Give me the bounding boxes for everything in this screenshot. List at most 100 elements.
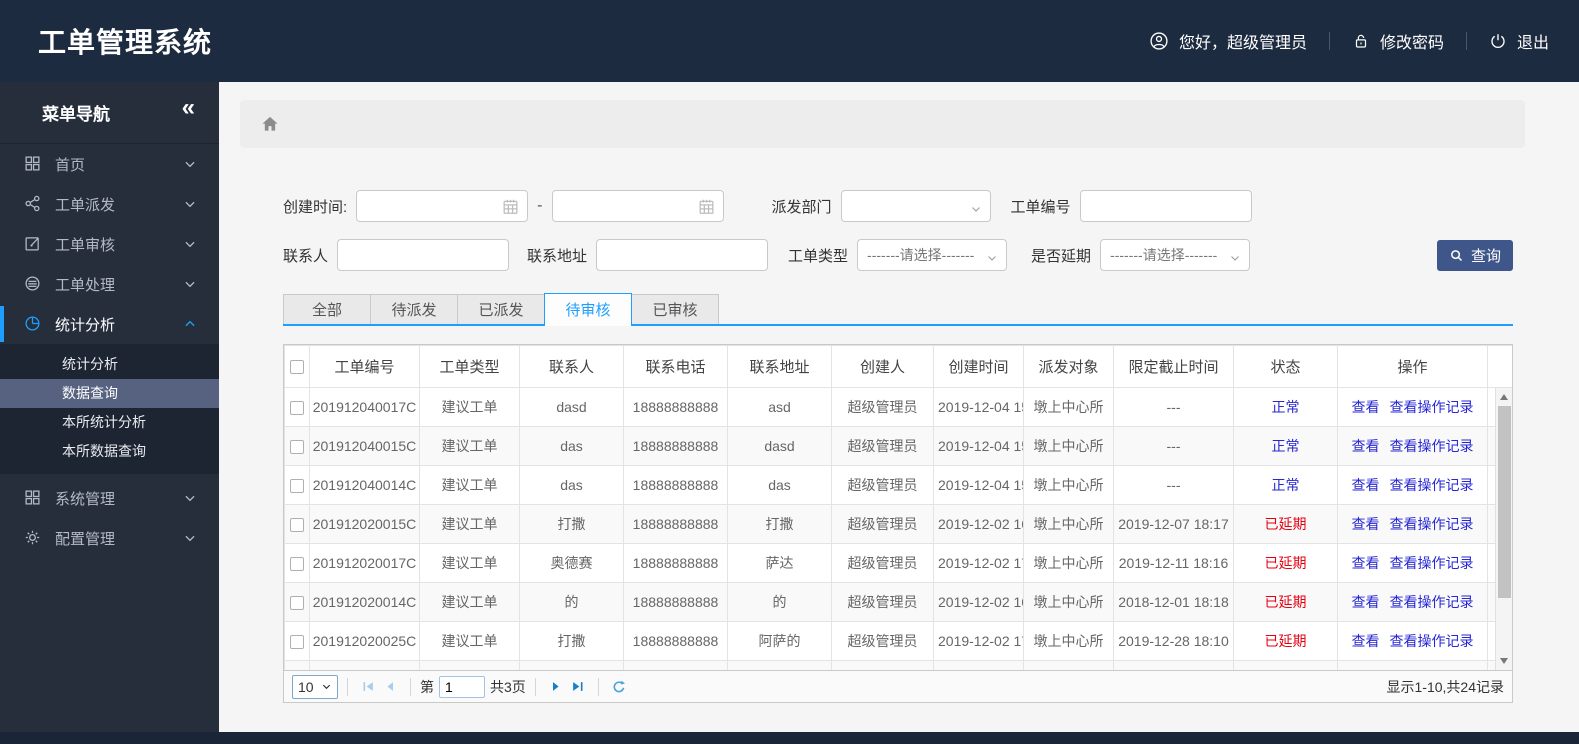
view-log-link[interactable]: 查看操作记录 xyxy=(1389,555,1474,571)
row-checkbox[interactable] xyxy=(290,557,304,572)
view-link[interactable]: 查看 xyxy=(1351,633,1380,649)
sidebar-subitem-statistics-analysis[interactable]: 统计分析 xyxy=(62,356,118,372)
view-link[interactable]: 查看 xyxy=(1351,399,1380,415)
tab-all[interactable]: 全部 xyxy=(283,294,371,324)
address-field[interactable] xyxy=(596,239,769,271)
order-no-input[interactable] xyxy=(1080,191,1251,221)
view-link[interactable]: 查看 xyxy=(1351,516,1380,532)
sidebar-subitem-local-statistics[interactable]: 本所统计分析 xyxy=(62,414,146,430)
first-page-button[interactable] xyxy=(357,676,379,698)
record-summary: 显示1-10,共24记录 xyxy=(1386,678,1504,695)
table-header-row: 工单编号 工单类型 联系人 联系电话 联系地址 创建人 创建时间 派发对象 限定… xyxy=(284,345,1512,388)
create-time-to-field[interactable] xyxy=(551,190,724,222)
pie-chart-icon xyxy=(24,315,42,333)
sidebar-item-statistics[interactable]: 统计分析 xyxy=(0,304,219,344)
row-checkbox[interactable] xyxy=(290,596,304,611)
status-badge: 正常 xyxy=(1233,387,1338,427)
create-time-from-input[interactable] xyxy=(357,191,528,221)
view-link[interactable]: 查看 xyxy=(1351,594,1380,610)
table-row: 201912020014C 建议工单 的 18888888888 的 超级管理员… xyxy=(284,582,1512,622)
calendar-icon[interactable] xyxy=(501,197,520,221)
row-checkbox[interactable] xyxy=(290,440,304,455)
share-icon xyxy=(24,195,42,213)
select-all-checkbox[interactable] xyxy=(290,360,304,375)
view-log-link[interactable]: 查看操作记录 xyxy=(1389,633,1474,649)
row-checkbox[interactable] xyxy=(290,635,304,650)
row-checkbox[interactable] xyxy=(290,479,304,494)
sidebar-subitem-data-query[interactable]: 数据查询 xyxy=(0,379,219,408)
delay-select[interactable]: -------请选择------- xyxy=(1100,239,1251,271)
scrollbar-thumb[interactable] xyxy=(1498,406,1511,598)
table-scrollbar[interactable] xyxy=(1495,388,1512,670)
chevron-down-icon xyxy=(183,491,197,505)
next-page-button[interactable] xyxy=(545,676,567,698)
home-icon[interactable] xyxy=(260,114,280,134)
user-greeting[interactable]: 您好，超级管理员 xyxy=(1149,29,1307,53)
address-input[interactable] xyxy=(597,240,768,270)
order-no-field[interactable] xyxy=(1079,190,1252,222)
table-row: 201912020015C 建议工单 打撒 18888888888 打撒 超级管… xyxy=(284,504,1512,544)
view-log-link[interactable]: 查看操作记录 xyxy=(1389,516,1474,532)
page-size-value: 10 xyxy=(298,678,314,695)
create-time-from-field[interactable] xyxy=(356,190,529,222)
table-row-partial xyxy=(284,660,1512,670)
change-password-link[interactable]: 修改密码 xyxy=(1352,29,1444,53)
view-log-link[interactable]: 查看操作记录 xyxy=(1389,399,1474,415)
contact-label: 联系人 xyxy=(283,247,329,265)
page-number-input[interactable] xyxy=(439,675,485,698)
view-log-link[interactable]: 查看操作记录 xyxy=(1389,477,1474,493)
order-no-label: 工单编号 xyxy=(1010,198,1071,216)
tab-pending-review[interactable]: 待审核 xyxy=(544,293,632,326)
contact-input[interactable] xyxy=(338,240,509,270)
col-creator: 创建人 xyxy=(831,345,934,388)
divider xyxy=(534,677,536,696)
tab-reviewed[interactable]: 已审核 xyxy=(631,294,719,324)
chevron-down-icon xyxy=(183,277,197,291)
refresh-button[interactable] xyxy=(608,676,630,698)
dispatch-dept-select[interactable] xyxy=(840,190,991,222)
divider xyxy=(347,677,348,696)
sidebar-item-config[interactable]: 配置管理 xyxy=(0,518,219,558)
chevron-down-icon xyxy=(970,202,982,218)
tab-dispatched[interactable]: 已派发 xyxy=(457,294,545,324)
view-link[interactable]: 查看 xyxy=(1351,438,1380,454)
view-log-link[interactable]: 查看操作记录 xyxy=(1389,438,1474,454)
divider xyxy=(1465,32,1467,50)
view-link[interactable]: 查看 xyxy=(1351,555,1380,571)
view-link[interactable]: 查看 xyxy=(1351,477,1380,493)
prev-page-button[interactable] xyxy=(379,676,401,698)
contact-field[interactable] xyxy=(337,239,510,271)
scroll-up-icon[interactable] xyxy=(1500,394,1508,400)
chevron-down-icon xyxy=(183,531,197,545)
row-checkbox[interactable] xyxy=(290,401,304,416)
grid-icon xyxy=(24,155,42,173)
create-time-to-input[interactable] xyxy=(552,191,723,221)
col-actions: 操作 xyxy=(1337,345,1488,388)
collapse-sidebar-button[interactable]: « xyxy=(181,94,195,121)
chevron-down-icon xyxy=(986,251,998,267)
table-row: 201912040015C 建议工单 das 18888888888 dasd … xyxy=(284,426,1512,466)
scroll-down-icon[interactable] xyxy=(1500,658,1508,664)
view-log-link[interactable]: 查看操作记录 xyxy=(1389,594,1474,610)
status-tabs: 全部 待派发 已派发 待审核 已审核 xyxy=(283,293,1513,326)
sidebar-item-system[interactable]: 系统管理 xyxy=(0,478,219,518)
search-button[interactable]: 查询 xyxy=(1437,239,1513,271)
divider xyxy=(410,677,411,696)
sidebar-item-home[interactable]: 首页 xyxy=(0,144,219,184)
edit-icon xyxy=(24,235,42,253)
page-size-select[interactable]: 10 xyxy=(292,674,338,699)
logout-link[interactable]: 退出 xyxy=(1489,29,1549,53)
calendar-icon[interactable] xyxy=(697,197,716,221)
sidebar-subitem-local-data-query[interactable]: 本所数据查询 xyxy=(62,443,146,459)
sidebar-item-review[interactable]: 工单审核 xyxy=(0,224,219,264)
sidebar-item-process[interactable]: 工单处理 xyxy=(0,264,219,304)
sidebar-item-label: 工单派发 xyxy=(55,196,116,214)
last-page-button[interactable] xyxy=(567,676,589,698)
tab-pending-dispatch[interactable]: 待派发 xyxy=(370,294,458,324)
divider xyxy=(597,677,599,696)
sidebar-item-dispatch[interactable]: 工单派发 xyxy=(0,184,219,224)
gear-icon xyxy=(24,529,42,547)
order-type-select[interactable]: -------请选择------- xyxy=(857,239,1008,271)
pagination-bar: 10 第 共3页 xyxy=(283,671,1513,703)
row-checkbox[interactable] xyxy=(290,518,304,533)
